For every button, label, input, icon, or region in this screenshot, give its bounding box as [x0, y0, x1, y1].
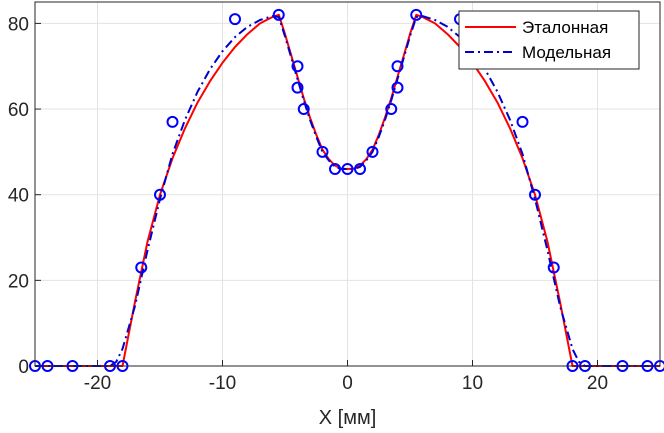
data-point-marker	[366, 145, 379, 158]
legend: Эталонная Модельная	[458, 10, 640, 70]
data-point-marker	[135, 261, 148, 274]
x-tick-label: 20	[587, 373, 608, 394]
legend-box	[458, 10, 640, 70]
x-tick-label: 0	[342, 373, 353, 394]
series-line-0	[35, 13, 660, 367]
legend-label: Модельная	[522, 43, 611, 62]
data-point-marker	[272, 8, 285, 21]
x-tick-label: -10	[209, 373, 236, 394]
data-point-marker	[297, 103, 310, 116]
data-point-marker	[316, 145, 329, 158]
y-tick-label: 80	[8, 14, 29, 35]
y-tick-label: 40	[8, 186, 29, 207]
data-point-marker	[291, 60, 304, 73]
data-point-marker	[391, 81, 404, 94]
series-layer	[29, 8, 664, 372]
axis-ticks	[35, 22, 598, 367]
data-point-marker	[354, 163, 366, 176]
y-tick-label: 60	[8, 100, 29, 121]
data-point-marker	[529, 188, 541, 201]
x-axis-title: X [мм]	[319, 407, 377, 429]
data-point-marker	[329, 163, 341, 176]
y-tick-label: 20	[8, 271, 29, 292]
data-point-marker	[229, 13, 241, 26]
data-point-marker	[547, 261, 560, 274]
legend-label: Эталонная	[522, 18, 608, 37]
data-point-marker	[341, 163, 354, 176]
x-tick-label: -20	[84, 373, 111, 394]
data-point-marker	[410, 8, 423, 21]
series-line-1	[35, 15, 660, 367]
y-tick-label: 0	[18, 357, 29, 378]
data-point-marker	[166, 115, 179, 128]
tick-labels: -20 -10 0 10 20 0 20 40 60 80	[8, 14, 608, 394]
data-point-marker	[154, 188, 166, 201]
x-tick-label: 10	[462, 373, 483, 394]
data-point-marker	[516, 115, 529, 128]
data-point-marker	[385, 103, 398, 116]
data-point-marker	[291, 81, 304, 94]
data-point-marker	[391, 60, 404, 73]
